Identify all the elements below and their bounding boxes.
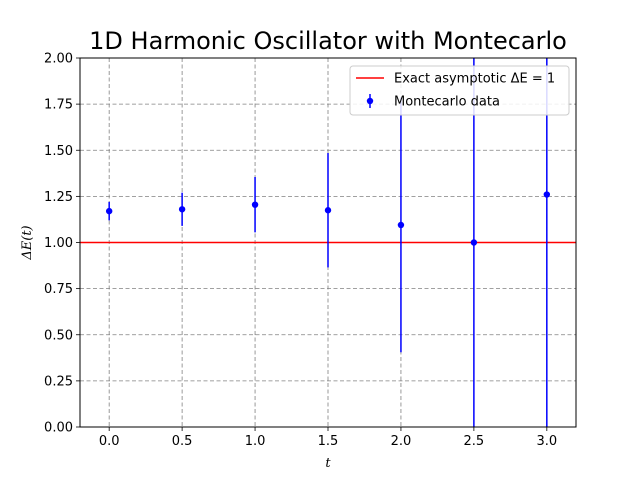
legend-label: Exact asymptotic ΔE = 1 — [394, 72, 555, 87]
x-tick-label: 2.0 — [391, 434, 412, 449]
legend-box — [349, 65, 570, 116]
data-point — [543, 191, 551, 198]
y-tick-label: 1.75 — [44, 98, 73, 113]
x-tick-label: 0.0 — [99, 434, 120, 449]
y-axis-label: ΔE(t) — [20, 225, 35, 260]
data-point — [178, 206, 186, 213]
y-tick-label: 0.00 — [44, 421, 73, 436]
y-tick-label: 0.75 — [44, 282, 73, 297]
data-point — [105, 207, 113, 215]
x-tick-label: 1.5 — [318, 434, 339, 449]
y-tick-label: 1.50 — [44, 144, 73, 159]
data-point — [397, 221, 405, 229]
data-point — [251, 201, 259, 208]
y-tick-label: 1.25 — [44, 190, 73, 205]
y-tick-label: 0.50 — [44, 328, 73, 343]
y-tick-label: 2.00 — [44, 52, 73, 67]
x-tick-label: 3.0 — [536, 434, 557, 449]
x-tick-label: 1.0 — [245, 434, 266, 449]
y-tick-label: 0.25 — [44, 374, 73, 389]
x-axis-label: t — [325, 456, 331, 471]
data-point — [470, 239, 478, 246]
series-layer — [80, 58, 576, 427]
ticks: 0.0 0.5 1.0 1.5 2.0 2.5 3.0 0.00 0.25 0.50 0.75 1.0… — [44, 52, 557, 450]
x-tick-label: 2.5 — [464, 434, 485, 449]
y-tick-label: 1.00 — [44, 236, 73, 251]
x-tick-label: 0.5 — [172, 434, 193, 449]
data-point — [324, 207, 332, 214]
legend-label: Montecarlo data — [394, 95, 500, 110]
chart-title: 1D Harmonic Oscillator with Montecarlo — [89, 27, 567, 55]
legend-marker-swatch — [366, 97, 374, 105]
legend: Exact asymptotic ΔE = 1 Montecarlo data — [349, 65, 570, 116]
